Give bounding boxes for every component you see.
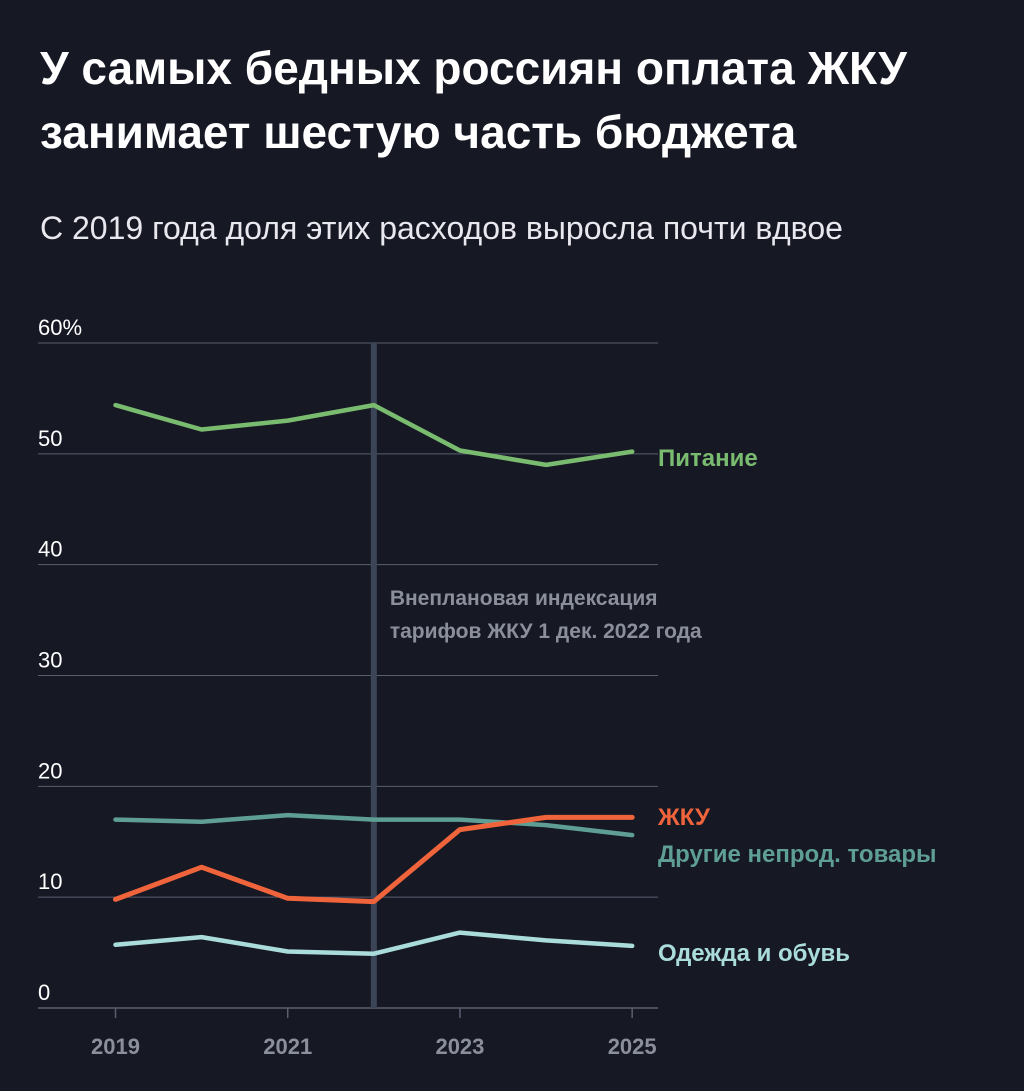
series-label: Одежда и обувь <box>658 940 850 967</box>
chart-title: У самых бедных россиян оплата ЖКУ занима… <box>40 42 907 158</box>
series-lines <box>113 402 635 956</box>
series-labels: Другие непрод. товары Одежда и обувь Питан… <box>657 445 937 967</box>
x-tick-label: 2021 <box>263 1034 312 1059</box>
y-tick-label: 20 <box>38 758 62 783</box>
x-axis-ticks: 2019 2021 2023 2025 <box>91 1008 657 1059</box>
y-tick-label: 30 <box>38 648 62 673</box>
x-tick-label: 2019 <box>91 1034 140 1059</box>
y-tick-label: 0 <box>38 980 50 1005</box>
grid-lines <box>38 342 658 1009</box>
series-line-0 <box>113 402 635 468</box>
annotation-text: Внеплановая индексация <box>390 587 658 610</box>
series-label: ЖКУ <box>657 804 711 831</box>
series-line-3 <box>113 930 635 956</box>
x-tick-label: 2025 <box>608 1034 657 1059</box>
series-label: Питание <box>658 445 758 472</box>
chart-subtitle: С 2019 года доля этих расходов выросла п… <box>40 210 843 246</box>
x-tick-label: 2023 <box>435 1034 484 1059</box>
annotation-text: тарифов ЖКУ 1 дек. 2022 года <box>390 620 702 643</box>
annotation: Внеплановая индексация тарифов ЖКУ 1 дек.… <box>370 343 702 1008</box>
y-tick-label: 40 <box>38 537 62 562</box>
series-line-2 <box>113 814 635 905</box>
series-label: Другие непрод. товары <box>658 841 937 868</box>
series-line-1 <box>113 812 635 838</box>
y-axis-ticks: 0 10 20 30 40 50 60% <box>38 315 82 1005</box>
y-tick-label: 50 <box>38 426 62 451</box>
y-tick-label: 10 <box>38 869 62 894</box>
y-tick-label: 60% <box>38 315 82 340</box>
